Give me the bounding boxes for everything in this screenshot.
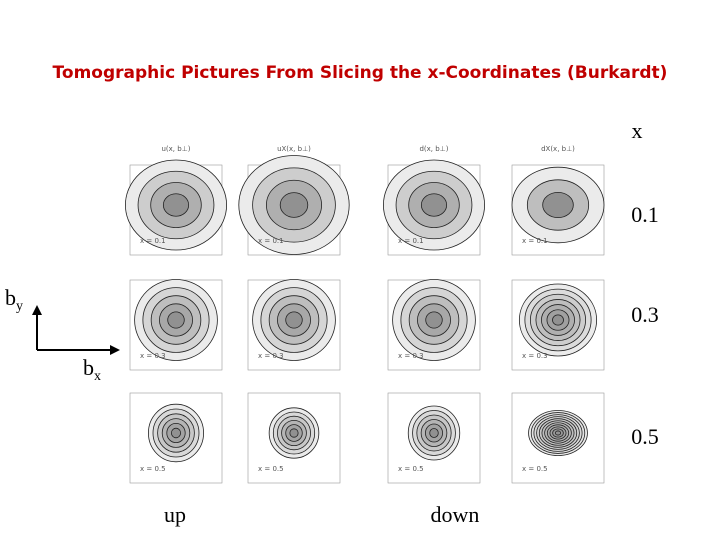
contour-ring [554, 430, 562, 436]
column-header: d(x, b⊥) [419, 145, 448, 153]
contour-panel: x = 0.1 [382, 159, 485, 256]
contour-ring [285, 311, 303, 329]
row-label: 0.5 [631, 424, 659, 449]
contour-ring [289, 428, 299, 438]
panel-label: x = 0.5 [140, 465, 166, 473]
contour-ring [420, 193, 448, 217]
axis-label-bx: bx [83, 355, 101, 384]
contour-ring [162, 193, 190, 217]
panel-label: x = 0.1 [258, 237, 284, 245]
contour-ring [542, 191, 574, 218]
contour-panel: x = 0.5 [247, 392, 341, 484]
contour-panel: x = 0.5 [511, 392, 605, 484]
contour-ring [425, 311, 443, 329]
contour-panel: x = 0.3 [129, 279, 223, 371]
contour-ring [429, 428, 439, 438]
panel-label: x = 0.5 [258, 465, 284, 473]
contour-ring [167, 311, 185, 329]
sub: x [94, 369, 101, 384]
column-header: uX(x, b⊥) [277, 145, 311, 153]
contour-panel: x = 0.1 [238, 155, 350, 256]
sub: y [16, 299, 23, 314]
arrow-head [110, 345, 120, 355]
panel-label: x = 0.3 [522, 352, 548, 360]
arrow-head [32, 305, 42, 315]
axis-label-by: by [5, 285, 23, 314]
contour-panel: x = 0.5 [387, 392, 481, 484]
panel-label: x = 0.1 [140, 237, 166, 245]
title: Tomographic Pictures From Slicing the x-… [53, 63, 668, 83]
panel-label: x = 0.1 [522, 237, 548, 245]
row-label: 0.3 [631, 302, 659, 327]
contour-panel: x = 0.1 [511, 164, 605, 256]
flavor-label: up [164, 502, 186, 527]
panel-label: x = 0.5 [398, 465, 424, 473]
base: b [5, 285, 16, 310]
contour-panel: x = 0.5 [129, 392, 223, 484]
contour-panel: x = 0.3 [511, 279, 605, 371]
contour-panel: x = 0.1 [125, 159, 227, 256]
column-header: dX(x, b⊥) [541, 145, 575, 153]
base: b [83, 355, 94, 380]
panel-label: x = 0.3 [258, 352, 284, 360]
panels: u(x, b⊥) uX(x, b⊥) d(x, b⊥) dX(x, b⊥) x = 0.… [125, 145, 605, 484]
panel-label: x = 0.3 [140, 352, 166, 360]
contour-panel: x = 0.3 [387, 279, 481, 371]
flavor-label: down [431, 502, 480, 527]
contour-panel: x = 0.3 [247, 279, 341, 371]
axis-arrows [32, 305, 120, 355]
panel-label: x = 0.5 [522, 465, 548, 473]
contour-ring [552, 314, 564, 326]
contour-ring [170, 427, 181, 439]
column-header: u(x, b⊥) [161, 145, 190, 153]
contour-ring [279, 192, 309, 218]
panel-label: x = 0.3 [398, 352, 424, 360]
x-label: x [632, 118, 643, 143]
row-label: 0.1 [631, 202, 659, 227]
panel-label: x = 0.1 [398, 237, 424, 245]
